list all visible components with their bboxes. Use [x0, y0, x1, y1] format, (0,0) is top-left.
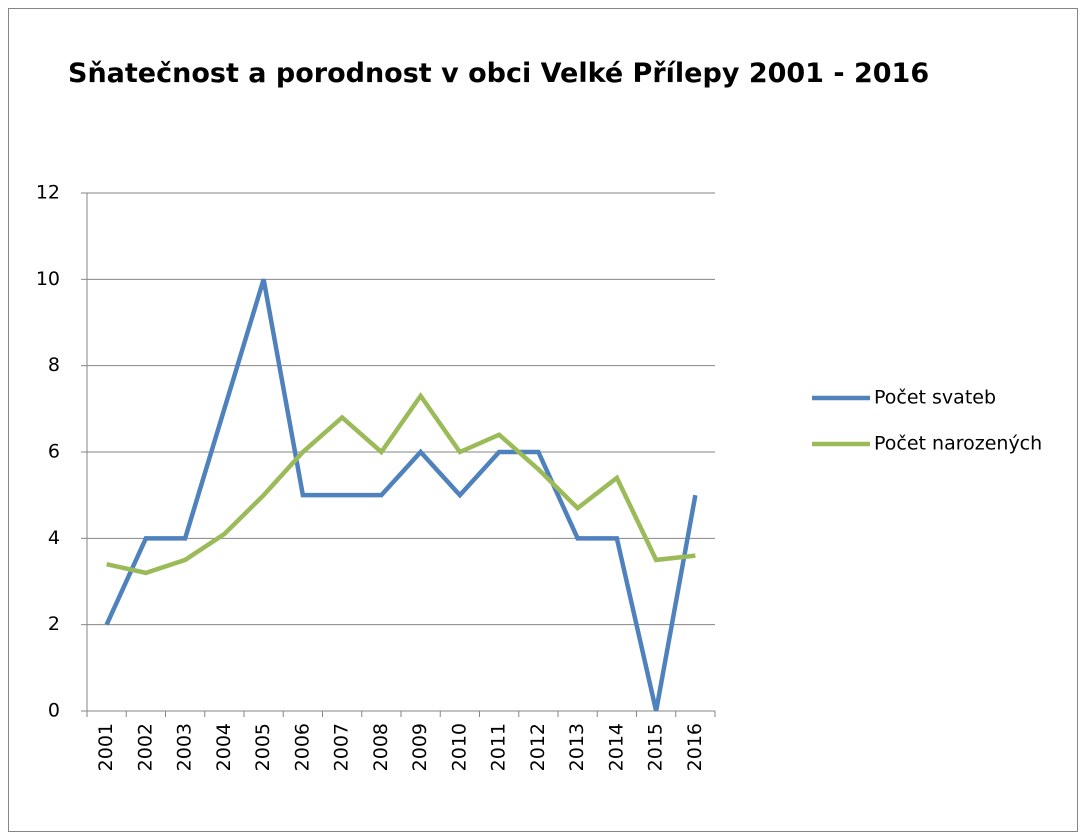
series-line	[106, 391, 696, 576]
series-line	[104, 278, 698, 712]
x-tick-label: 2013	[566, 723, 588, 771]
x-tick-label: 2010	[448, 723, 470, 771]
y-tick-label: 12	[36, 182, 60, 204]
y-tick-label: 0	[48, 700, 60, 722]
x-tick-label: 2014	[605, 723, 627, 771]
x-tick-label: 2012	[527, 723, 549, 771]
x-tick-label: 2005	[252, 723, 274, 771]
y-tick-label: 2	[48, 613, 60, 635]
legend-label: Počet svateb	[874, 387, 996, 409]
x-tick-label: 2006	[291, 723, 313, 771]
chart-frame	[8, 8, 1078, 832]
x-tick-label: 2015	[645, 723, 667, 771]
legend-label: Počet narozených	[874, 433, 1042, 455]
x-tick-label: 2011	[488, 723, 510, 771]
y-tick-label: 10	[36, 268, 60, 290]
x-tick-label: 2001	[95, 723, 117, 771]
y-tick-label: 6	[48, 441, 60, 463]
x-tick-label: 2002	[134, 723, 156, 771]
x-tick-label: 2009	[409, 723, 431, 771]
x-tick-label: 2016	[684, 723, 706, 771]
x-tick-label: 2007	[331, 723, 353, 771]
x-tick-label: 2003	[174, 723, 196, 771]
chart-title: Sňatečnost a porodnost v obci Velké Příl…	[68, 58, 929, 89]
y-tick-label: 8	[48, 354, 60, 376]
x-tick-label: 2004	[213, 723, 235, 771]
x-tick-label: 2008	[370, 723, 392, 771]
y-tick-label: 4	[48, 527, 60, 549]
